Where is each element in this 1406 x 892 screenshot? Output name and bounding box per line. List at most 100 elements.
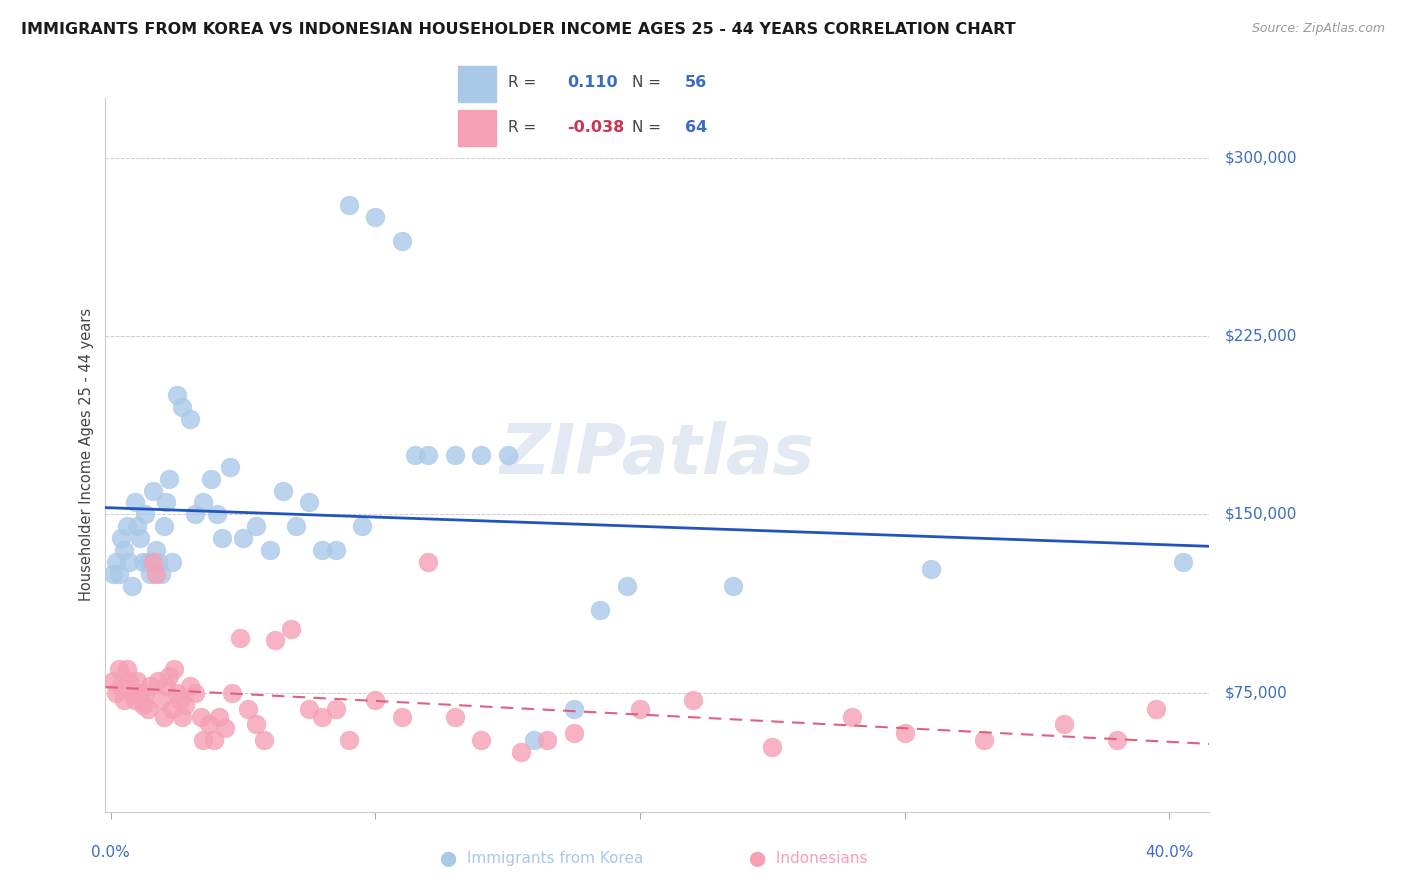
Point xyxy=(229,631,252,645)
Text: $225,000: $225,000 xyxy=(1225,328,1298,343)
Point xyxy=(418,448,440,462)
Point xyxy=(232,531,254,545)
Point xyxy=(337,733,360,747)
Point xyxy=(894,726,917,740)
Point xyxy=(337,198,360,212)
Point xyxy=(298,495,321,509)
Point xyxy=(107,662,129,676)
Point xyxy=(325,702,347,716)
Point xyxy=(589,602,612,616)
Point xyxy=(761,740,783,755)
Text: R =: R = xyxy=(508,120,536,135)
Point xyxy=(325,543,347,558)
Point xyxy=(169,693,191,707)
Point xyxy=(364,210,387,224)
Point xyxy=(134,686,156,700)
Point xyxy=(145,566,167,581)
Text: -0.038: -0.038 xyxy=(567,120,624,135)
Point xyxy=(136,555,159,569)
Point xyxy=(352,519,374,533)
Point xyxy=(404,448,426,462)
Point xyxy=(218,459,240,474)
Point xyxy=(112,543,135,558)
Point xyxy=(496,448,519,462)
Text: 40.0%: 40.0% xyxy=(1146,845,1194,860)
Point xyxy=(145,543,167,558)
Point xyxy=(391,709,413,723)
Point xyxy=(150,566,173,581)
Text: IMMIGRANTS FROM KOREA VS INDONESIAN HOUSEHOLDER INCOME AGES 25 - 44 YEARS CORREL: IMMIGRANTS FROM KOREA VS INDONESIAN HOUS… xyxy=(21,22,1015,37)
Point xyxy=(523,733,546,747)
Point xyxy=(211,531,233,545)
Point xyxy=(628,702,651,716)
Y-axis label: Householder Income Ages 25 - 44 years: Householder Income Ages 25 - 44 years xyxy=(79,309,94,601)
Text: ⬤  Immigrants from Korea: ⬤ Immigrants from Korea xyxy=(440,851,643,867)
Point xyxy=(105,555,128,569)
Point xyxy=(173,698,195,712)
Point xyxy=(124,693,146,707)
Point xyxy=(148,555,170,569)
Text: ⬤  Indonesians: ⬤ Indonesians xyxy=(749,851,868,867)
Point xyxy=(682,693,704,707)
Point xyxy=(110,679,132,693)
Point xyxy=(536,733,558,747)
Point xyxy=(1171,555,1194,569)
Point xyxy=(510,745,533,759)
Point xyxy=(179,679,201,693)
Point xyxy=(107,566,129,581)
Point xyxy=(197,716,219,731)
Point xyxy=(721,579,744,593)
Point xyxy=(443,448,465,462)
Text: 0.110: 0.110 xyxy=(567,76,617,90)
Text: $75,000: $75,000 xyxy=(1225,685,1288,700)
Point xyxy=(118,555,141,569)
Point xyxy=(127,519,149,533)
Point xyxy=(110,531,132,545)
Point xyxy=(562,726,585,740)
Text: 0.0%: 0.0% xyxy=(91,845,131,860)
Point xyxy=(184,508,207,522)
Point xyxy=(136,702,159,716)
Point xyxy=(124,495,146,509)
Point xyxy=(973,733,995,747)
Point xyxy=(118,673,141,688)
Text: $150,000: $150,000 xyxy=(1225,507,1298,522)
Point xyxy=(163,662,186,676)
Point xyxy=(259,543,281,558)
Point xyxy=(166,686,188,700)
Point xyxy=(172,401,194,415)
Point xyxy=(238,702,260,716)
Text: ZIPatlas: ZIPatlas xyxy=(499,421,815,489)
Point xyxy=(184,686,207,700)
Point xyxy=(285,519,308,533)
Point xyxy=(128,531,150,545)
Point xyxy=(103,566,125,581)
Text: 64: 64 xyxy=(685,120,707,135)
Point xyxy=(105,686,128,700)
Point xyxy=(364,693,387,707)
Point xyxy=(131,698,153,712)
Point xyxy=(841,709,863,723)
Point xyxy=(131,555,153,569)
Point xyxy=(280,622,302,636)
Point xyxy=(121,579,143,593)
Point xyxy=(193,733,215,747)
Point xyxy=(202,733,225,747)
Point xyxy=(166,388,188,402)
Point xyxy=(418,555,440,569)
Point xyxy=(152,709,174,723)
Point xyxy=(205,508,228,522)
Point xyxy=(142,555,165,569)
Point xyxy=(298,702,321,716)
Point xyxy=(253,733,276,747)
Point xyxy=(443,709,465,723)
Point xyxy=(245,519,267,533)
Point xyxy=(221,686,243,700)
Bar xyxy=(458,65,496,103)
Point xyxy=(179,412,201,426)
Text: $300,000: $300,000 xyxy=(1225,150,1298,165)
Point xyxy=(152,519,174,533)
Point xyxy=(616,579,638,593)
Text: N =: N = xyxy=(631,120,661,135)
Point xyxy=(103,673,125,688)
